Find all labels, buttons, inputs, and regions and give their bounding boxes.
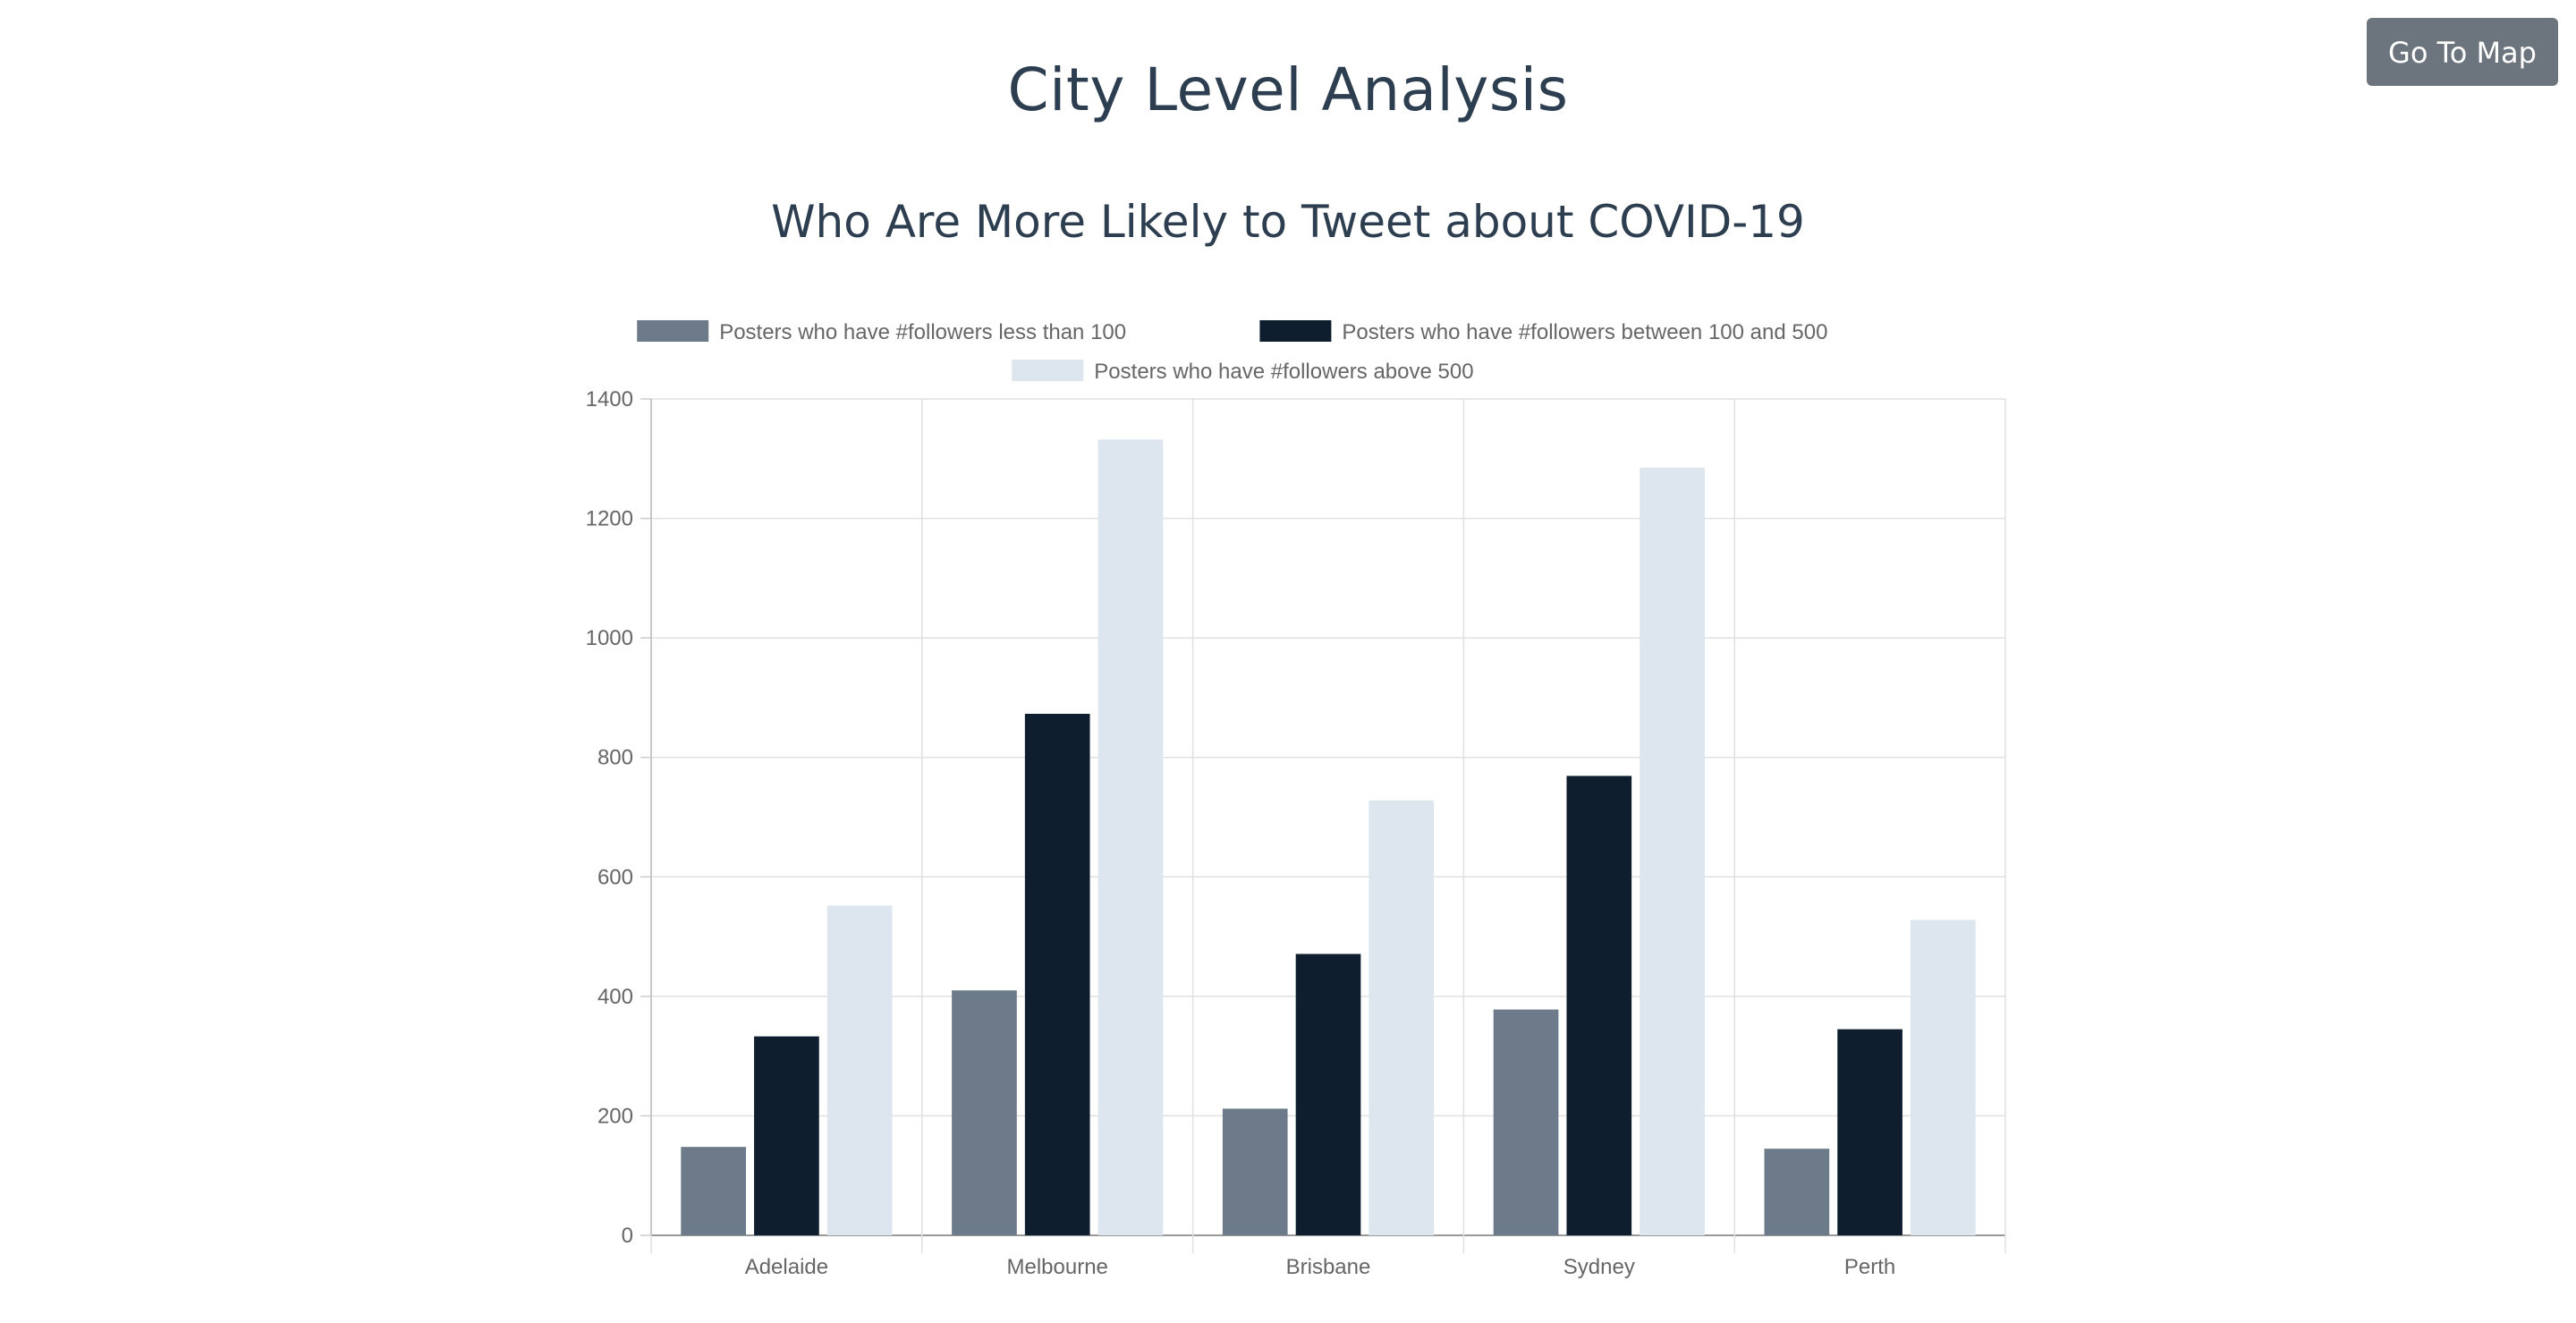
y-tick-label: 0: [622, 1224, 633, 1248]
go-to-map-button[interactable]: Go To Map: [2367, 18, 2558, 86]
bar[interactable]: [826, 905, 893, 1235]
legend-label[interactable]: Posters who have #followers less than 10…: [719, 320, 1126, 344]
bar[interactable]: [1097, 439, 1164, 1235]
bar[interactable]: [1295, 954, 1361, 1235]
bar[interactable]: [1368, 800, 1435, 1235]
y-tick-label: 400: [597, 985, 633, 1009]
bar[interactable]: [681, 1147, 746, 1235]
y-tick-label: 200: [597, 1104, 633, 1128]
bar[interactable]: [1493, 1009, 1559, 1235]
x-tick-label: Perth: [1844, 1255, 1895, 1279]
bar[interactable]: [1764, 1149, 1830, 1235]
chart-grid: [650, 398, 2006, 1253]
y-tick-label: 600: [597, 865, 633, 889]
bar[interactable]: [1222, 1108, 1288, 1235]
chart-container: Who Are More Likely to Tweet about COVID…: [0, 179, 2576, 1319]
bar[interactable]: [1837, 1029, 1902, 1235]
bar[interactable]: [952, 990, 1017, 1235]
bar[interactable]: [1640, 467, 1705, 1235]
bar-chart: Who Are More Likely to Tweet about COVID…: [586, 196, 2006, 1279]
legend-swatch[interactable]: [1012, 360, 1084, 381]
page-title: City Level Analysis: [1007, 55, 1569, 124]
y-tick-label: 1200: [586, 507, 633, 531]
x-tick-label: Adelaide: [745, 1255, 828, 1279]
y-tick-label: 1000: [586, 626, 633, 650]
bar[interactable]: [1911, 920, 1976, 1235]
legend-swatch[interactable]: [637, 320, 709, 342]
legend-label[interactable]: Posters who have #followers above 500: [1094, 360, 1473, 384]
bar[interactable]: [1024, 713, 1090, 1235]
x-tick-label: Melbourne: [1006, 1255, 1107, 1279]
bar[interactable]: [754, 1036, 819, 1235]
y-axis: 0 200 400 600 800 1000 1200 1400: [586, 387, 652, 1248]
bar[interactable]: [1566, 776, 1632, 1235]
x-axis: Adelaide Melbourne Brisbane Sydney Perth: [745, 1255, 1896, 1279]
chart-legend: Posters who have #followers less than 10…: [637, 320, 1827, 384]
legend-label[interactable]: Posters who have #followers between 100 …: [1342, 320, 1827, 344]
legend-swatch[interactable]: [1259, 320, 1332, 342]
chart-title: Who Are More Likely to Tweet about COVID…: [771, 196, 1805, 248]
x-tick-label: Brisbane: [1286, 1255, 1371, 1279]
chart-bars: [681, 439, 1976, 1235]
x-tick-label: Sydney: [1563, 1255, 1635, 1279]
y-tick-label: 800: [597, 746, 633, 770]
y-tick-label: 1400: [586, 387, 633, 411]
